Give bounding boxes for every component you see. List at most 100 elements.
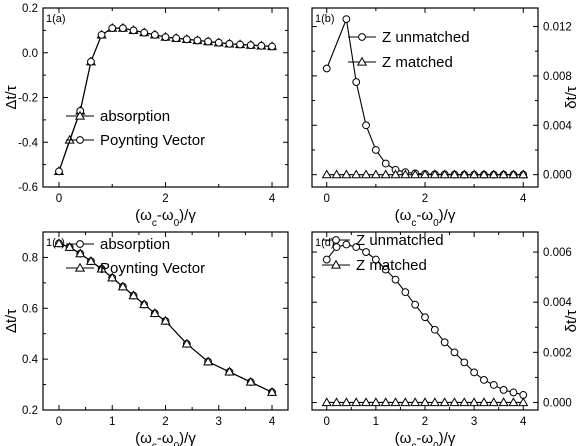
- y-tick-label: 0.8: [22, 252, 38, 264]
- data-point: [450, 348, 459, 357]
- data-point: [459, 397, 470, 407]
- y-tick-label: 0.4: [22, 354, 39, 366]
- data-point: [268, 42, 276, 51]
- data-point: [64, 242, 75, 251]
- data-point: [478, 397, 490, 407]
- data-point: [203, 356, 214, 366]
- data-point: [469, 169, 480, 179]
- data-point: [390, 397, 401, 407]
- legend-entry: Z unmatched: [382, 29, 470, 46]
- data-point: [410, 169, 421, 179]
- legend-marker: [76, 240, 84, 248]
- data-point: [160, 315, 171, 325]
- legend-marker: [76, 136, 84, 144]
- y-axis-label: Δt/τ: [3, 309, 20, 333]
- data-point: [149, 308, 160, 318]
- data-point: [499, 386, 508, 394]
- data-point: [381, 265, 390, 274]
- data-point: [129, 26, 138, 35]
- data-point: [469, 397, 480, 407]
- data-point: [470, 368, 479, 377]
- legend: absorption Poynting Vector: [66, 236, 205, 277]
- data-point: [75, 248, 86, 258]
- x-tick-label: 4: [520, 416, 527, 428]
- data-point: [214, 38, 223, 47]
- x-tick-label: 4: [520, 193, 527, 205]
- data-point: [440, 338, 449, 347]
- data-point: [449, 169, 460, 179]
- data-point: [380, 397, 391, 407]
- data-point: [362, 248, 370, 256]
- data-point: [488, 397, 499, 407]
- data-point: [390, 169, 401, 179]
- y-tick-label: -0.6: [18, 182, 38, 194]
- data-point: [360, 397, 372, 407]
- data-point: [332, 243, 341, 251]
- data-point: [53, 238, 65, 248]
- data-point: [498, 397, 509, 407]
- data-point: [400, 169, 411, 179]
- data-point: [87, 57, 95, 66]
- data-point: [118, 24, 127, 33]
- data-point: [341, 397, 352, 407]
- x-tick-label: 3: [471, 416, 477, 428]
- data-point: [518, 397, 529, 407]
- data-point: [498, 169, 509, 179]
- x-tick-label: 2: [162, 193, 168, 205]
- data-point: [459, 169, 470, 179]
- data-point: [193, 36, 202, 45]
- data-point: [460, 358, 469, 367]
- y-axis-label: Δt/τ: [3, 85, 20, 109]
- y-tick-label: 0.0: [22, 48, 38, 60]
- data-point: [342, 15, 351, 24]
- x-tick-label: 0: [324, 416, 330, 428]
- data-point: [117, 281, 128, 291]
- x-tick-label: 3: [216, 416, 222, 428]
- data-point: [480, 376, 488, 384]
- data-point: [401, 288, 410, 297]
- x-tick-label: 2: [162, 416, 168, 428]
- data-point: [352, 78, 361, 86]
- legend: absorption Poynting Vector: [66, 108, 205, 149]
- data-point: [489, 381, 498, 389]
- data-point: [488, 169, 499, 179]
- data-point: [245, 376, 256, 386]
- panel-2: 0 2 4 0.000 0.004 0.008 0.012 (ωc-ω0)/γ δt/τ 1(b)…: [311, 7, 580, 229]
- data-point: [322, 64, 331, 73]
- series-2: [53, 238, 278, 396]
- y-tick-label: 0.004: [543, 297, 572, 309]
- data-point: [478, 169, 490, 179]
- legend-entry: absorption: [100, 108, 170, 125]
- data-point: [400, 397, 411, 407]
- legend-entry: Poynting Vector: [100, 132, 205, 149]
- series-2: [55, 24, 276, 176]
- legend-entry: Poynting Vector: [100, 260, 205, 277]
- data-point: [172, 34, 181, 43]
- data-point: [182, 35, 191, 44]
- legend: Z unmatched Z matched: [322, 232, 444, 274]
- data-point: [107, 272, 118, 282]
- data-point: [321, 397, 332, 407]
- y-axis-label: δt/τ: [563, 86, 580, 109]
- panel-tag: 1(b): [315, 13, 335, 25]
- series-1: [322, 240, 528, 399]
- data-point: [381, 159, 390, 168]
- data-point: [429, 169, 440, 179]
- y-tick-label: -0.2: [18, 93, 38, 105]
- data-point: [508, 169, 519, 179]
- legend-entry: Z unmatched: [356, 232, 444, 249]
- data-point: [351, 397, 362, 407]
- data-point: [331, 397, 342, 407]
- y-tick-label: 0.012: [543, 22, 572, 34]
- data-point: [508, 397, 519, 407]
- series-line: [58, 242, 273, 393]
- data-point: [439, 397, 450, 407]
- data-point: [439, 169, 450, 179]
- y-tick-label: 0.2: [22, 3, 38, 15]
- data-point: [108, 24, 117, 33]
- series-2: [321, 169, 529, 179]
- y-tick-label: 0.6: [22, 303, 38, 315]
- legend-marker: [358, 33, 366, 41]
- x-tick-label: 0: [56, 193, 62, 205]
